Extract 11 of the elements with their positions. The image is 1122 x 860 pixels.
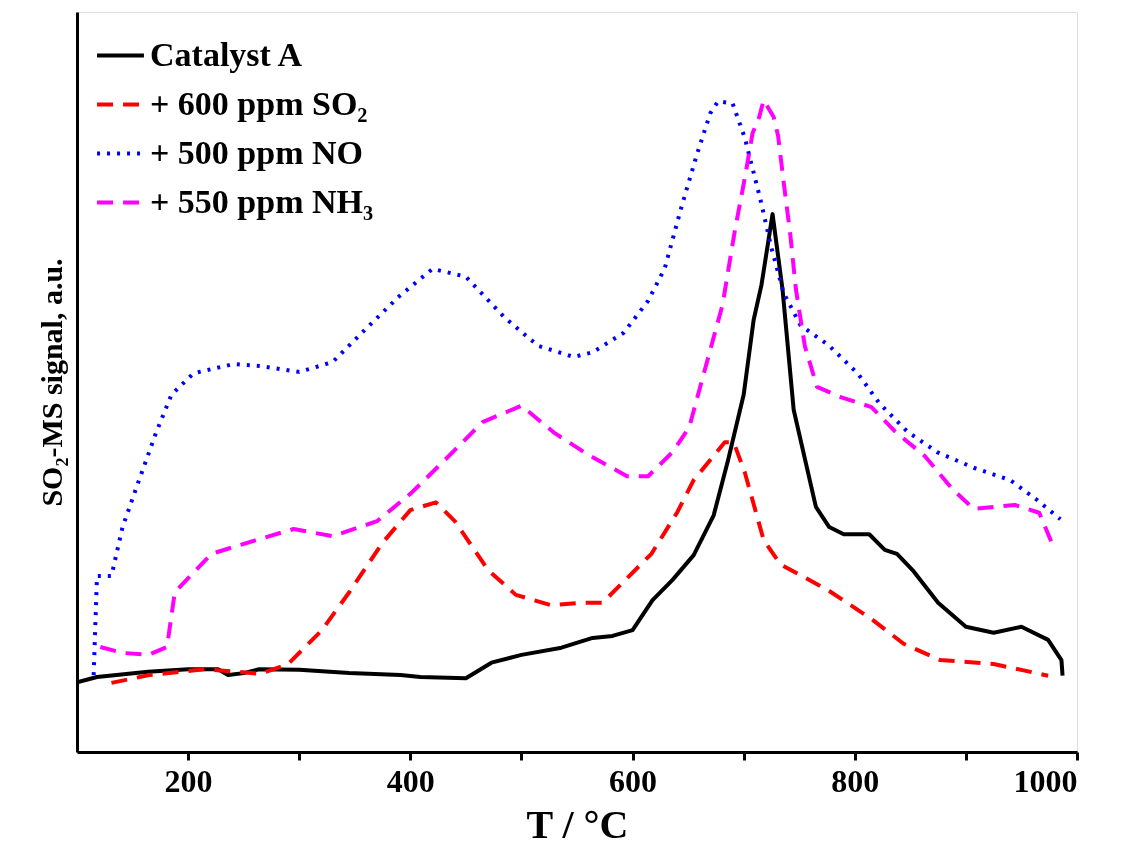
x-tick-label: 1000 [1013, 762, 1078, 799]
legend-label: Catalyst A [150, 35, 303, 73]
x-tick-label: 200 [164, 762, 213, 799]
legend-label: + 600 ppm SO₂ [150, 84, 368, 122]
x-tick-label: 400 [386, 762, 435, 799]
y-axis-title: SO₂-MS signal, a.u. [34, 258, 68, 507]
x-tick-label: 800 [831, 762, 880, 799]
legend-label: + 500 ppm NO [150, 133, 364, 171]
x-tick-label: 600 [609, 762, 658, 799]
x-axis-title: T / °C [526, 801, 629, 847]
legend-label: + 550 ppm NH₃ [150, 182, 374, 220]
